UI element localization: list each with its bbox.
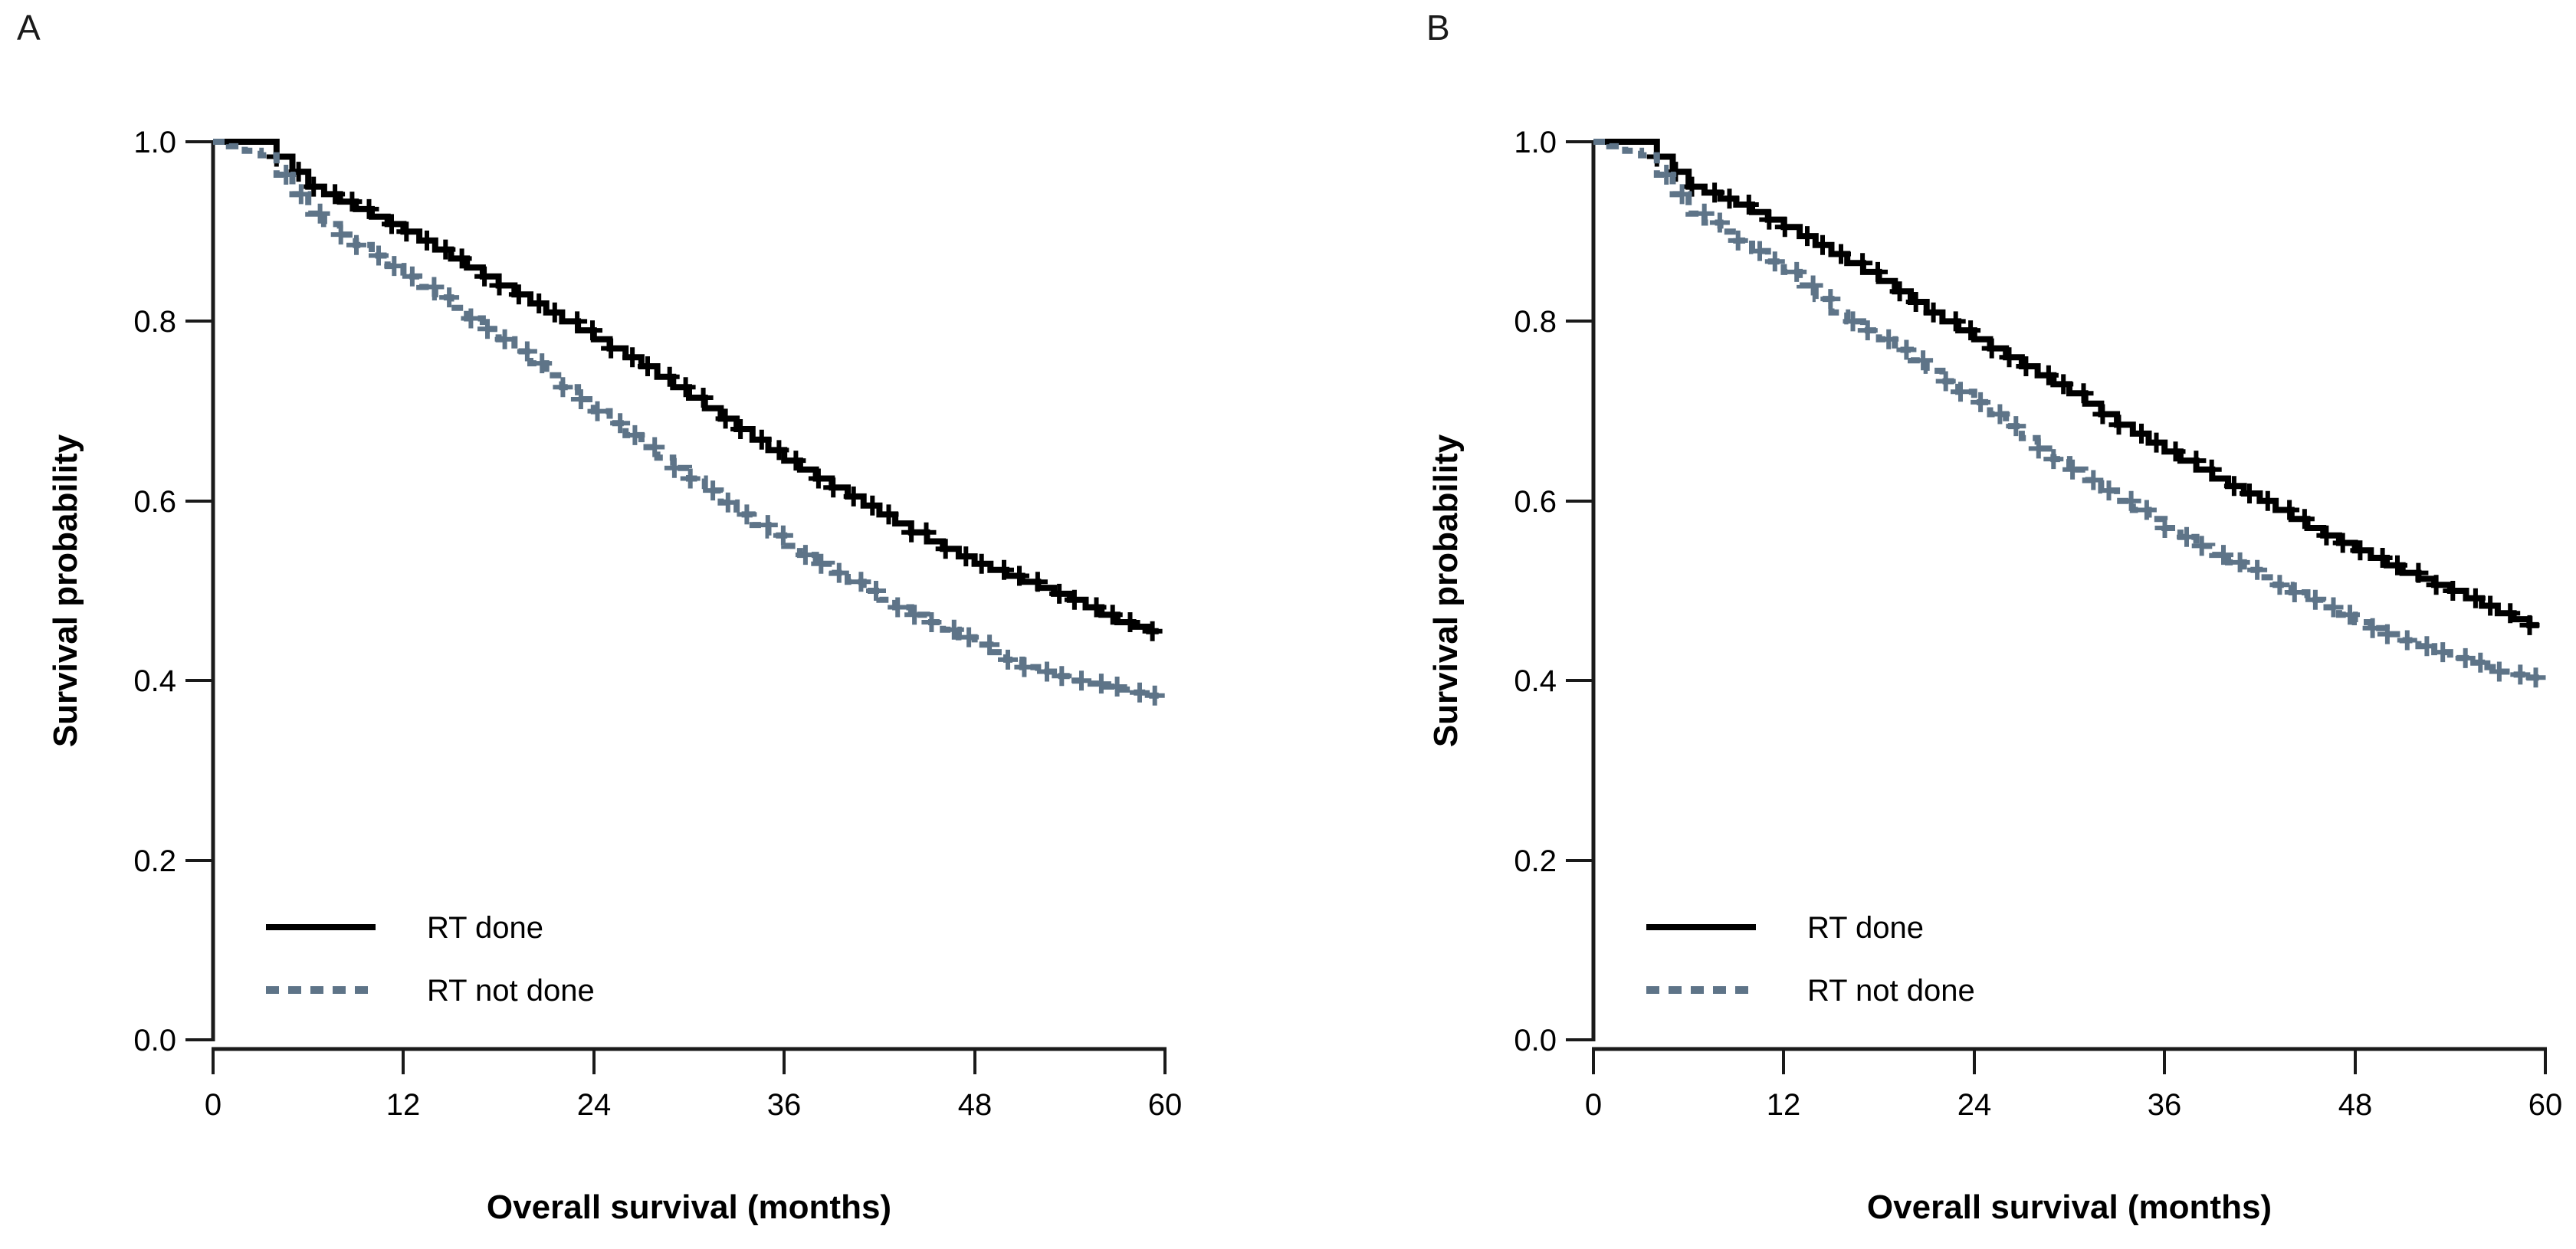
survival-curves [1593, 139, 2546, 688]
legend-label-rt-not-done: RT not done [1807, 974, 1975, 1008]
y-tick-labels: 1.0 0.8 0.6 0.4 0.2 0.0 [133, 126, 176, 1057]
y-tick-label: 0.4 [133, 664, 176, 698]
legend: RT done RT not done [266, 911, 595, 1008]
x-tick-label: 60 [1148, 1088, 1183, 1122]
y-tick-label: 1.0 [1514, 126, 1557, 159]
x-tick-label: 48 [2338, 1088, 2373, 1122]
legend: RT done RT not done [1646, 911, 1975, 1008]
x-tick-label: 60 [2528, 1088, 2563, 1122]
x-axis-title: Overall survival (months) [1867, 1188, 2272, 1226]
y-tick-label: 0.6 [133, 485, 176, 519]
x-axis: 0 12 24 36 48 60 Overall survival (month… [205, 1047, 1182, 1226]
km-plot-a: A 1.0 0.8 0.6 0.4 0.2 0.0 Survival proba… [17, 8, 1182, 1226]
km-plot-b: B 1.0 0.8 0.6 0.4 0.2 0.0 Survival proba… [1426, 8, 2562, 1226]
y-axis-title: Survival probability [1427, 434, 1465, 747]
y-axis-title: Survival probability [47, 434, 84, 747]
y-tick-label: 0.0 [1514, 1024, 1557, 1057]
y-axis-ticks [185, 140, 213, 1041]
y-tick-label: 0.4 [1514, 664, 1557, 698]
x-axis-title: Overall survival (months) [487, 1188, 891, 1226]
y-tick-labels: 1.0 0.8 0.6 0.4 0.2 0.0 [1514, 126, 1557, 1057]
x-axis-ticks [212, 1049, 1167, 1074]
y-axis: 1.0 0.8 0.6 0.4 0.2 0.0 Survival probabi… [47, 126, 215, 1057]
x-tick-label: 48 [958, 1088, 993, 1122]
censor-marks-rt-not-done [276, 165, 1165, 706]
y-tick-label: 0.2 [133, 844, 176, 878]
survival-panel-b: B 1.0 0.8 0.6 0.4 0.2 0.0 Survival proba… [1380, 0, 2576, 1249]
km-curve-rt-not-done [213, 139, 1159, 699]
survival-panel-a: A 1.0 0.8 0.6 0.4 0.2 0.0 Survival proba… [0, 0, 1196, 1249]
x-tick-labels: 0 12 24 36 48 60 [205, 1088, 1182, 1122]
y-tick-label: 0.0 [133, 1024, 176, 1057]
y-tick-label: 0.6 [1514, 485, 1557, 519]
x-tick-label: 24 [1957, 1088, 1992, 1122]
censor-marks-rt-not-done [1656, 165, 2546, 688]
x-axis-ticks [1592, 1049, 2547, 1074]
y-tick-label: 0.8 [133, 305, 176, 339]
x-axis: 0 12 24 36 48 60 Overall survival (month… [1585, 1047, 2562, 1226]
x-tick-label: 12 [386, 1088, 421, 1122]
y-axis-ticks [1566, 140, 1593, 1041]
survival-curves [213, 139, 1165, 706]
x-tick-label: 36 [2148, 1088, 2182, 1122]
y-tick-label: 1.0 [133, 126, 176, 159]
y-tick-label: 0.2 [1514, 844, 1557, 878]
km-curve-rt-not-done [1593, 139, 2539, 681]
x-tick-label: 0 [205, 1088, 222, 1122]
legend-label-rt-done: RT done [427, 911, 543, 945]
x-tick-label: 0 [1585, 1088, 1602, 1122]
censor-marks-rt-done [266, 146, 1163, 641]
x-tick-label: 36 [767, 1088, 802, 1122]
x-tick-labels: 0 12 24 36 48 60 [1585, 1088, 2562, 1122]
x-tick-label: 12 [1767, 1088, 1801, 1122]
y-axis: 1.0 0.8 0.6 0.4 0.2 0.0 Survival probabi… [1427, 126, 1596, 1057]
legend-label-rt-done: RT done [1807, 911, 1924, 945]
panel-label-a: A [17, 8, 41, 48]
legend-label-rt-not-done: RT not done [427, 974, 595, 1008]
panel-label-b: B [1426, 8, 1450, 48]
y-tick-label: 0.8 [1514, 305, 1557, 339]
x-tick-label: 24 [577, 1088, 612, 1122]
